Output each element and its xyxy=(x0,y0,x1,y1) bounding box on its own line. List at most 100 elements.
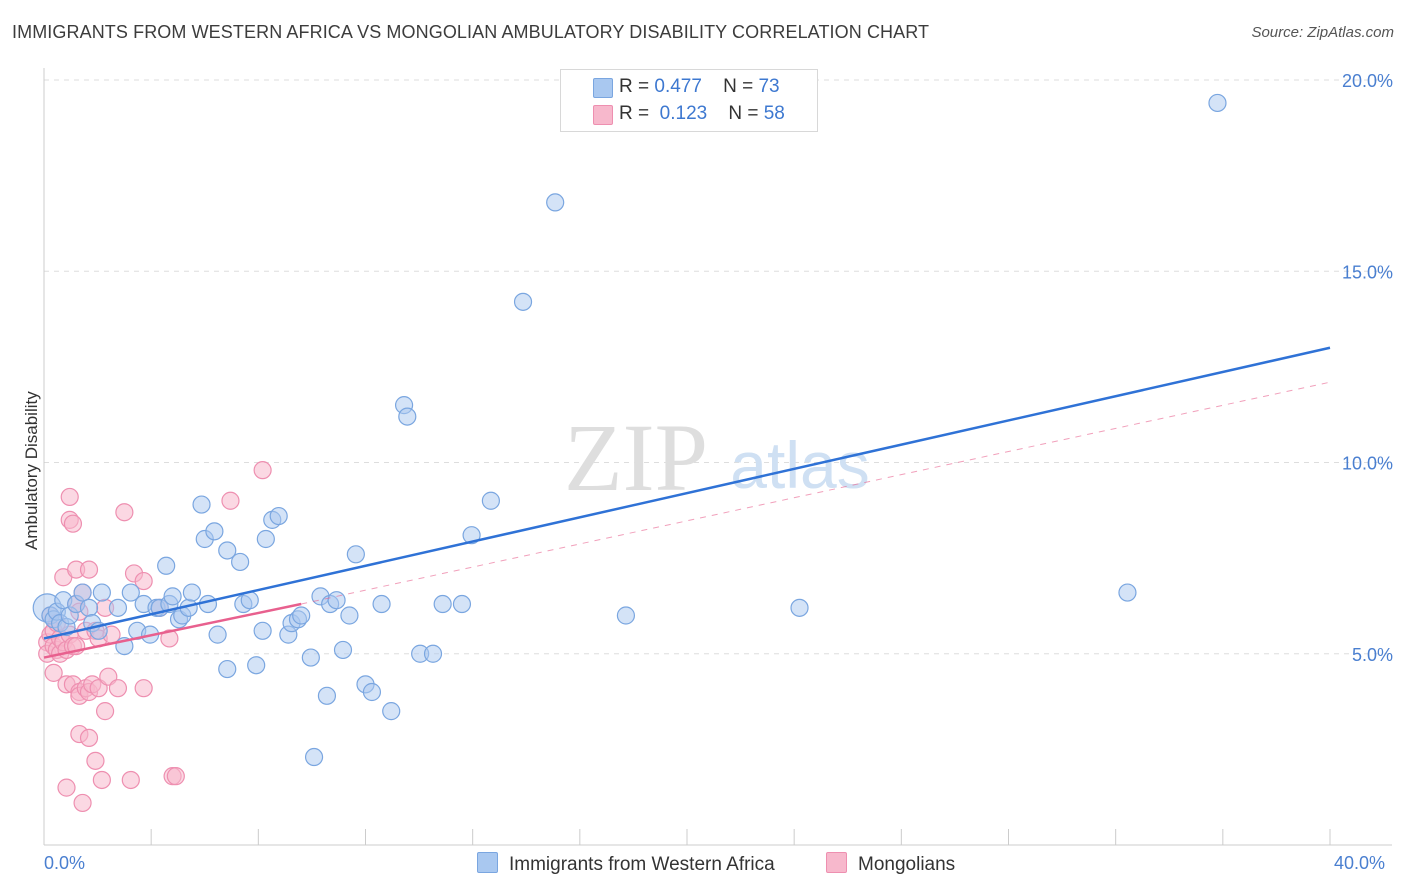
y-tick-labels: 5.0% 10.0% 15.0% 20.0% xyxy=(1342,71,1393,665)
legend-r-value: 0.123 xyxy=(659,103,708,124)
point-western-africa xyxy=(231,552,250,572)
correlation-legend: R = 0.477 N = 73 R = 0.123 N = 58 xyxy=(560,69,818,132)
point-western-africa xyxy=(108,598,128,617)
x-tick-min: 0.0% xyxy=(44,853,86,873)
point-western-africa xyxy=(218,659,237,679)
watermark-atlas: atlas xyxy=(730,428,869,502)
y-tick-label: 20.0% xyxy=(1342,71,1393,91)
point-mongolians xyxy=(253,461,272,480)
watermark: ZIP atlas xyxy=(564,404,870,511)
legend-n-value: 73 xyxy=(758,76,780,97)
bottom-legend-label: Immigrants from Western Africa xyxy=(509,854,775,875)
point-western-africa xyxy=(253,621,272,640)
point-western-africa xyxy=(208,625,227,644)
point-western-africa xyxy=(452,594,472,614)
point-mongolians xyxy=(44,663,63,682)
point-mongolians xyxy=(166,767,185,786)
legend-n-label: N = xyxy=(723,76,754,97)
point-western-africa xyxy=(269,506,288,526)
point-mongolians xyxy=(95,702,115,721)
watermark-zip: ZIP xyxy=(564,404,708,511)
point-western-africa xyxy=(481,491,500,510)
point-western-africa xyxy=(513,292,533,311)
point-western-africa xyxy=(372,594,391,614)
point-mongolians xyxy=(160,629,179,648)
series-western-africa xyxy=(32,93,1227,767)
y-tick-label: 15.0% xyxy=(1342,262,1393,282)
point-mongolians xyxy=(108,679,128,698)
bottom-legend-western-africa: Immigrants from Western Africa xyxy=(477,852,775,876)
point-western-africa xyxy=(157,556,176,575)
point-western-africa xyxy=(256,529,275,549)
point-western-africa xyxy=(382,702,401,721)
point-western-africa xyxy=(301,648,320,667)
point-mongolians xyxy=(86,751,105,770)
point-mongolians xyxy=(63,514,83,533)
point-western-africa xyxy=(423,644,443,663)
point-mongolians xyxy=(92,770,111,790)
source-credit: Source: ZipAtlas.com xyxy=(1251,24,1394,41)
point-mongolians xyxy=(57,778,76,797)
point-western-africa xyxy=(163,587,182,606)
y-axis-label: Ambulatory Disability xyxy=(22,391,41,550)
legend-n-value: 58 xyxy=(763,103,785,124)
trend-line-mongolians-dashed xyxy=(301,381,1331,605)
point-western-africa xyxy=(433,594,452,614)
point-western-africa xyxy=(462,526,481,545)
point-mongolians xyxy=(221,491,240,510)
point-mongolians xyxy=(79,728,99,748)
point-western-africa xyxy=(362,682,382,702)
y-tick-label: 10.0% xyxy=(1342,454,1393,474)
legend-r-label: R = xyxy=(619,103,650,124)
point-mongolians xyxy=(79,560,99,579)
point-western-africa xyxy=(346,545,365,564)
point-western-africa xyxy=(73,583,92,602)
point-western-africa xyxy=(205,522,224,541)
legend-swatch-blue xyxy=(593,78,613,98)
point-western-africa xyxy=(218,541,237,560)
point-western-africa xyxy=(79,598,99,617)
point-western-africa xyxy=(1208,93,1227,113)
point-mongolians xyxy=(115,503,134,522)
axes xyxy=(43,68,1392,846)
point-western-africa xyxy=(304,747,324,767)
legend-r-label: R = xyxy=(619,76,650,97)
point-mongolians xyxy=(60,487,79,507)
point-mongolians xyxy=(121,770,140,790)
trend-line-mongolians xyxy=(43,602,302,659)
legend-swatch-pink xyxy=(593,105,613,125)
bottom-legend-swatch-pink xyxy=(826,852,847,873)
point-western-africa xyxy=(340,606,359,625)
chart-title: IMMIGRANTS FROM WESTERN AFRICA VS MONGOL… xyxy=(12,22,930,42)
point-western-africa xyxy=(546,193,565,212)
point-western-africa xyxy=(92,583,111,602)
point-western-africa xyxy=(192,495,211,514)
point-western-africa xyxy=(182,583,201,602)
bottom-legend-mongolians: Mongolians xyxy=(826,852,955,876)
point-western-africa xyxy=(121,583,140,602)
point-western-africa xyxy=(1118,583,1137,602)
legend-r-value: 0.477 xyxy=(654,76,702,97)
point-western-africa xyxy=(333,640,353,660)
y-tick-label: 5.0% xyxy=(1352,645,1393,665)
point-mongolians xyxy=(134,571,153,591)
point-western-africa xyxy=(616,606,636,625)
point-western-africa xyxy=(198,594,218,614)
bottom-legend-label: Mongolians xyxy=(858,854,956,875)
point-mongolians xyxy=(73,793,92,813)
point-western-africa xyxy=(327,591,346,610)
bottom-legend-swatch-blue xyxy=(477,852,498,873)
point-mongolians xyxy=(134,679,153,698)
trend-lines xyxy=(43,346,1331,659)
point-western-africa xyxy=(398,407,417,426)
legend-n-label: N = xyxy=(728,103,759,124)
legend-row-mongolians: R = 0.123 N = 58 xyxy=(593,103,785,125)
legend-row-western-africa: R = 0.477 N = 73 xyxy=(593,76,780,98)
point-western-africa xyxy=(317,686,337,705)
point-western-africa xyxy=(292,606,311,625)
trend-line-western-africa xyxy=(43,346,1331,640)
point-western-africa xyxy=(247,656,266,675)
x-tick-max: 40.0% xyxy=(1334,853,1386,873)
point-western-africa xyxy=(790,598,809,617)
